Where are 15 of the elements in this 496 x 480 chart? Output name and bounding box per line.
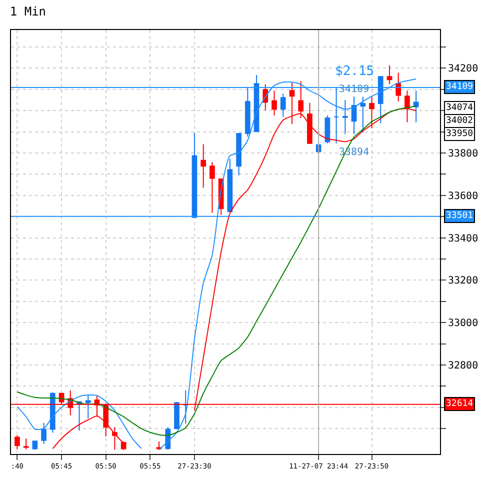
annotation: $2.15 xyxy=(335,64,374,79)
y-tick-label: 33800 xyxy=(448,148,478,160)
chart-title: 1 Min xyxy=(10,4,46,19)
y-tick-label: 32800 xyxy=(448,360,478,372)
text: 33950 xyxy=(446,129,474,139)
ref-line-label: 34109 xyxy=(446,82,474,92)
y-tick-label: 34200 xyxy=(448,64,478,75)
y-tick-label: 33400 xyxy=(448,233,478,244)
ref-line-label: 32614 xyxy=(446,399,474,409)
y-tick-label: 33600 xyxy=(448,190,478,202)
y-tick-label: 33000 xyxy=(448,318,478,330)
ref-line-label: 33501 xyxy=(446,211,474,221)
y-tick-label: 33200 xyxy=(448,276,478,287)
text: 34074 xyxy=(446,103,474,113)
text: 34002 xyxy=(446,116,474,126)
